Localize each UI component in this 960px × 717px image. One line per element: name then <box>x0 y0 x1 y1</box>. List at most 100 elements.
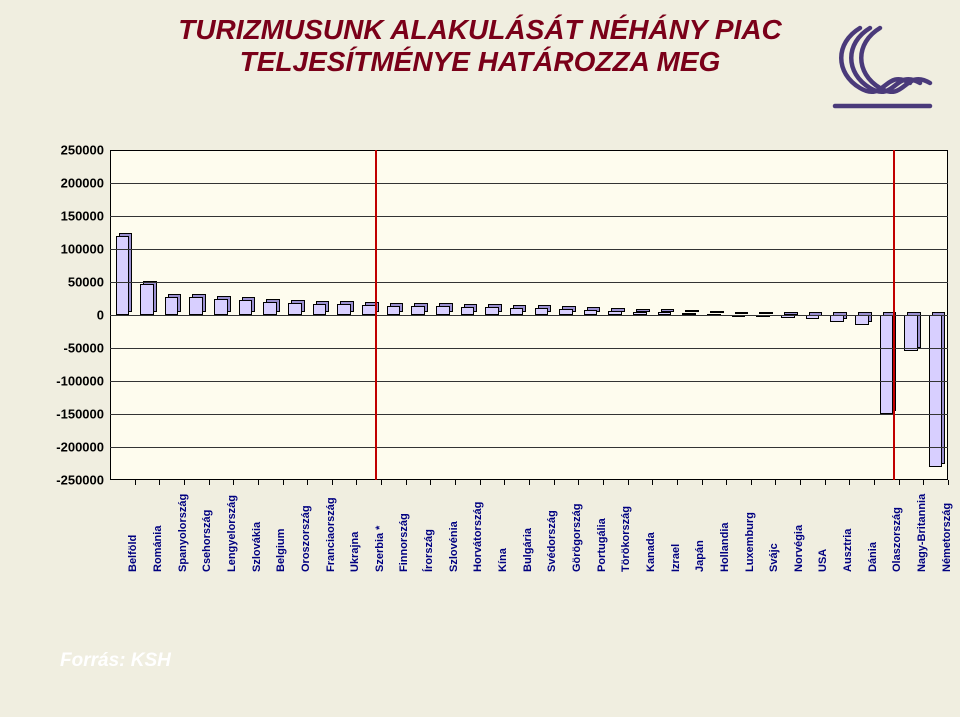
x-axis-label: Nagy-Britannia <box>916 494 928 572</box>
x-axis-label: Szerbia * <box>374 526 386 572</box>
x-tick <box>184 480 185 485</box>
gridline <box>110 216 948 217</box>
vertical-marker-line <box>893 150 895 480</box>
bar <box>436 306 450 315</box>
x-axis-label: Izrael <box>670 544 682 572</box>
x-tick <box>578 480 579 485</box>
x-tick <box>677 480 678 485</box>
bar-depth <box>735 312 749 314</box>
x-tick <box>775 480 776 485</box>
bar <box>387 306 401 315</box>
y-axis-label: -200000 <box>56 440 110 455</box>
bar <box>362 305 376 315</box>
x-tick <box>406 480 407 485</box>
x-axis-label: Japán <box>694 540 706 572</box>
bar <box>288 303 302 315</box>
x-tick <box>874 480 875 485</box>
x-axis-label: Görögország <box>571 504 583 572</box>
x-axis-label: Írország <box>423 529 435 572</box>
gridline <box>110 183 948 184</box>
title-line1: TURIZMUSUNK ALAKULÁSÁT NÉHÁNY PIAC <box>178 14 782 45</box>
gridline <box>110 348 948 349</box>
bar-depth <box>685 310 699 312</box>
x-axis-label: Belföld <box>127 535 139 572</box>
x-tick <box>751 480 752 485</box>
x-tick <box>652 480 653 485</box>
y-axis-label: 50000 <box>68 275 110 290</box>
x-axis-label: Belgium <box>275 529 287 572</box>
x-tick <box>307 480 308 485</box>
x-tick <box>430 480 431 485</box>
x-tick <box>480 480 481 485</box>
x-axis-label: Dánia <box>867 542 879 572</box>
x-tick <box>800 480 801 485</box>
x-axis-label: Németország <box>941 503 953 572</box>
x-tick <box>702 480 703 485</box>
x-tick <box>258 480 259 485</box>
x-tick <box>455 480 456 485</box>
y-axis-label: -100000 <box>56 374 110 389</box>
x-tick <box>923 480 924 485</box>
x-tick <box>726 480 727 485</box>
x-axis-label: Finnország <box>398 513 410 572</box>
gridline <box>110 381 948 382</box>
bar <box>214 299 228 316</box>
bar <box>189 297 203 315</box>
bar <box>165 297 179 315</box>
bar <box>855 315 869 325</box>
x-tick <box>504 480 505 485</box>
y-axis-label: -150000 <box>56 407 110 422</box>
x-axis-label: Ausztria <box>842 529 854 572</box>
chart-title: TURIZMUSUNK ALAKULÁSÁT NÉHÁNY PIAC TELJE… <box>0 14 960 78</box>
x-tick <box>628 480 629 485</box>
x-axis-label: Románia <box>152 526 164 572</box>
gridline <box>110 315 948 316</box>
bar <box>929 315 943 467</box>
bar <box>313 304 327 315</box>
y-axis-label: 250000 <box>61 143 110 158</box>
bar <box>461 307 475 315</box>
gridline <box>110 282 948 283</box>
x-tick <box>529 480 530 485</box>
x-axis-label: Kanada <box>645 532 657 572</box>
x-axis-label: Portugália <box>596 518 608 572</box>
x-tick <box>209 480 210 485</box>
x-tick <box>381 480 382 485</box>
x-axis-label: Bulgária <box>522 528 534 572</box>
gridline <box>110 414 948 415</box>
x-axis-label: Törökország <box>620 506 632 572</box>
bar <box>116 236 130 315</box>
x-axis-label: Oroszország <box>300 505 312 572</box>
x-axis-label: Hollandia <box>719 522 731 572</box>
bar <box>904 315 918 351</box>
y-axis-label: -50000 <box>64 341 110 356</box>
x-axis-label: Franciaország <box>325 497 337 572</box>
x-tick <box>233 480 234 485</box>
bar <box>535 308 549 315</box>
x-tick <box>849 480 850 485</box>
gridline <box>110 447 948 448</box>
x-tick <box>332 480 333 485</box>
x-axis-label: USA <box>817 549 829 572</box>
title-line2: TELJESÍTMÉNYE HATÁROZZA MEG <box>240 46 721 77</box>
chart-container: -250000-200000-150000-100000-50000050000… <box>48 150 948 570</box>
x-axis-label: Csehország <box>201 510 213 572</box>
bar <box>140 284 154 315</box>
y-axis-label: -250000 <box>56 473 110 488</box>
x-axis-label: Szlovákia <box>251 522 263 572</box>
bar-depth <box>759 312 773 314</box>
x-axis-label: Ukrajna <box>349 532 361 572</box>
bar-depth <box>710 311 724 313</box>
x-axis-label: Olaszország <box>891 507 903 572</box>
x-axis-labels: BelföldRomániaSpanyolországCsehországLen… <box>110 482 948 572</box>
x-tick <box>554 480 555 485</box>
x-tick <box>356 480 357 485</box>
bar <box>263 302 277 315</box>
x-tick <box>135 480 136 485</box>
bar <box>337 304 351 315</box>
bar <box>411 306 425 315</box>
bar <box>239 300 253 315</box>
x-axis-label: Spanyolország <box>177 494 189 572</box>
bar <box>485 307 499 315</box>
bar <box>880 315 894 414</box>
